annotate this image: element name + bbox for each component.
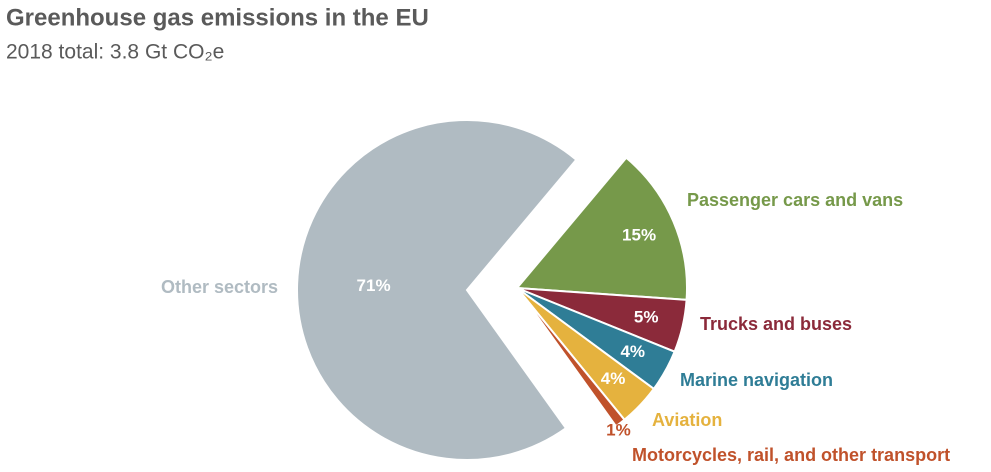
value-label: 4% bbox=[620, 342, 645, 361]
category-label: Motorcycles, rail, and other transport bbox=[632, 445, 950, 465]
category-label: Trucks and buses bbox=[700, 314, 852, 334]
category-label: Marine navigation bbox=[680, 370, 833, 390]
chart-title: Greenhouse gas emissions in the EU bbox=[6, 4, 429, 31]
pie-slice bbox=[296, 119, 578, 461]
pie-slice bbox=[516, 287, 626, 428]
category-label: Other sectors bbox=[161, 277, 278, 297]
value-label: 15% bbox=[622, 226, 656, 245]
category-label: Passenger cars and vans bbox=[687, 190, 903, 210]
value-label: 5% bbox=[634, 307, 659, 326]
value-label: 4% bbox=[601, 369, 626, 388]
category-label: Aviation bbox=[652, 410, 722, 430]
value-label: 71% bbox=[357, 276, 391, 295]
chart-subtitle: 2018 total: 3.8 Gt CO₂e bbox=[6, 41, 224, 64]
pie-slice bbox=[514, 156, 688, 301]
value-label: 1% bbox=[606, 421, 631, 440]
